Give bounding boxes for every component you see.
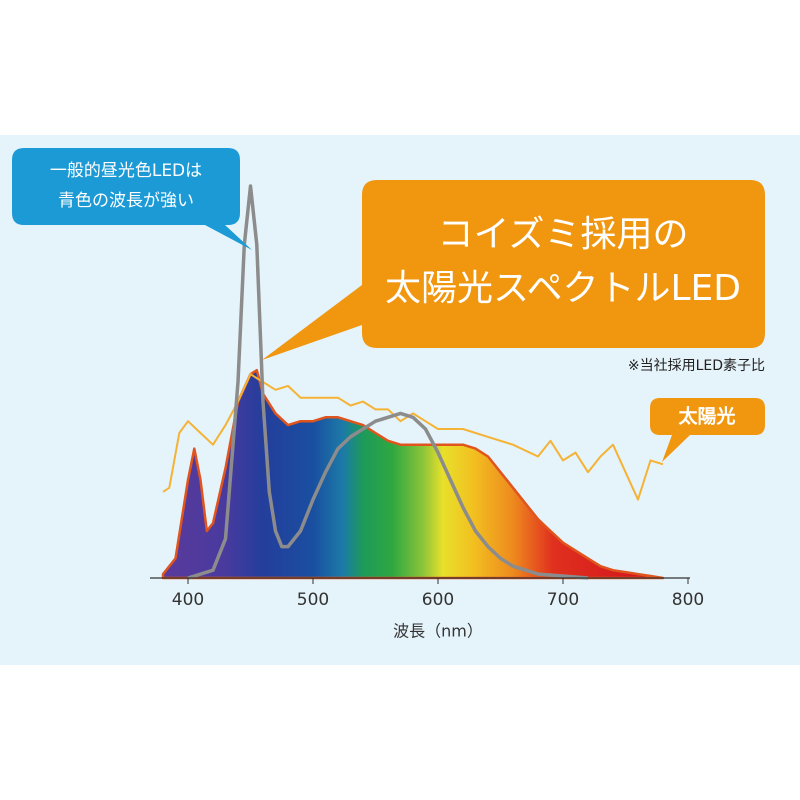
note: ※当社採用LED素子比 (628, 358, 765, 374)
callout-box (262, 180, 765, 360)
plot (161, 184, 665, 580)
callout-title: コイズミ採用の (438, 214, 689, 255)
x-tick-label: 800 (672, 590, 704, 610)
spectrum-line (187, 184, 589, 580)
x-tick-label: 700 (547, 590, 579, 610)
series-label: 太陽光 (678, 405, 735, 428)
series-label-box (650, 398, 765, 462)
x-tick-label: 500 (297, 590, 329, 610)
x-tick-label: 400 (172, 590, 204, 610)
x-axis-label: 波長（nm） (393, 622, 483, 641)
spectrum-line (162, 373, 664, 501)
callout-text: 青色の波長が強い (58, 191, 194, 211)
callout-title: 太陽光スペクトルLED (385, 268, 741, 309)
callout-box (12, 148, 252, 250)
callout-text: 一般的昼光色LEDは (50, 161, 202, 181)
x-tick-label: 600 (422, 590, 454, 610)
spectrum-area (161, 368, 665, 580)
